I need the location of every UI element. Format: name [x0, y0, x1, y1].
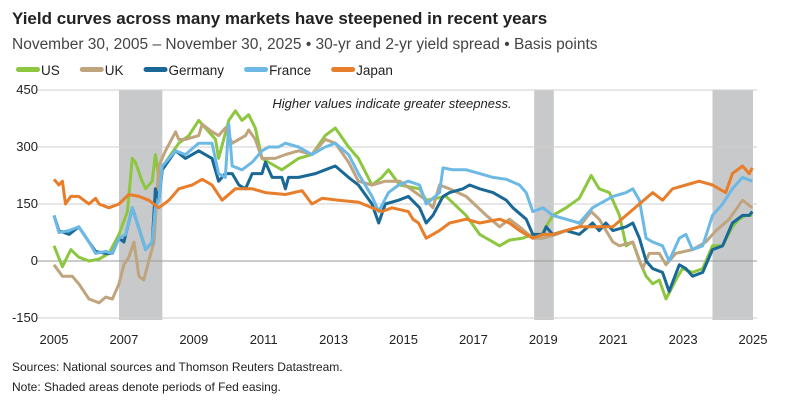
x-tick-label: 2015: [389, 332, 418, 347]
x-tick-label: 2021: [599, 332, 628, 347]
legend-label-uk: UK: [105, 63, 124, 78]
legend: US UK Germany France Japan: [16, 63, 393, 78]
x-tick-label: 2025: [739, 332, 768, 347]
series-line-uk: [52, 122, 754, 305]
shaded-periods: [119, 90, 753, 320]
x-tick-label: 2023: [669, 332, 698, 347]
x-tick-label: 2019: [529, 332, 558, 347]
y-tick-label: 450: [16, 82, 38, 97]
series-lines: [52, 109, 754, 305]
legend-label-japan: Japan: [356, 63, 393, 78]
shaded-period: [534, 90, 554, 320]
y-tick-label: 300: [16, 139, 38, 154]
chart-subtitle: November 30, 2005 – November 30, 2025 • …: [12, 36, 598, 53]
x-tick-label: 2009: [179, 332, 208, 347]
annotation: Higher values indicate greater steepness…: [272, 96, 511, 111]
x-tick-label: 2007: [109, 332, 138, 347]
legend-swatch-japan: [331, 67, 356, 72]
series-line-us: [52, 109, 753, 301]
legend-swatch-uk: [79, 67, 104, 72]
x-tick-label: 2013: [319, 332, 348, 347]
y-tick-label: -150: [12, 310, 38, 325]
x-tick-label: 2005: [40, 332, 69, 347]
note: Note: Shaded areas denote periods of Fed…: [12, 380, 281, 394]
series-line-japan: [52, 164, 754, 240]
y-tick-label: 0: [31, 253, 38, 268]
legend-label-us: US: [41, 63, 60, 78]
legend-swatch-france: [244, 67, 269, 72]
x-tick-label: 2011: [250, 332, 278, 347]
sources: Sources: National sources and Thomson Re…: [12, 360, 343, 374]
chart-title: Yield curves across many markets have st…: [12, 9, 547, 28]
x-axis: 2005 2007 2009 2011 2013 2015 2017 2019 2021 2023…: [40, 332, 768, 347]
x-tick-label: 2017: [459, 332, 488, 347]
gridlines: [36, 89, 757, 319]
y-axis: 450 300 150 0 -150: [12, 82, 38, 325]
legend-swatch-us: [16, 67, 40, 72]
y-tick-label: 150: [16, 196, 38, 211]
legend-label-france: France: [269, 63, 311, 78]
legend-label-germany: Germany: [169, 63, 225, 78]
legend-swatch-germany: [143, 67, 168, 72]
